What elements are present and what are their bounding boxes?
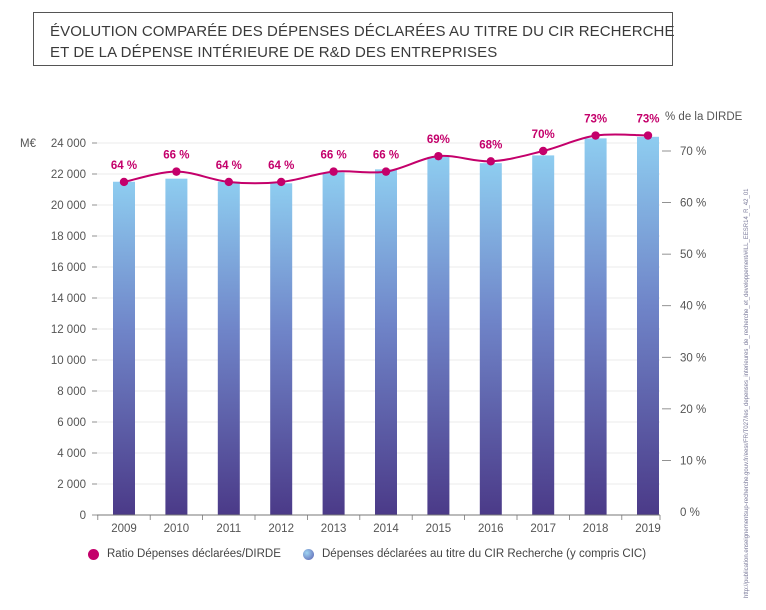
ratio-point-2009 <box>119 177 129 187</box>
chart-title-line-1: ÉVOLUTION COMPARÉE DES DÉPENSES DÉCLARÉE… <box>50 23 675 40</box>
legend-swatch-ratio <box>88 548 99 560</box>
left-axis-unit: M€ <box>20 138 37 150</box>
left-tick-label: 10 000 <box>51 355 86 367</box>
left-tick-label: 14 000 <box>51 293 86 305</box>
x-tick-label-2009: 2009 <box>111 523 137 535</box>
ratio-point-2018 <box>591 131 600 140</box>
bar-2014 <box>375 169 397 515</box>
ratio-point-2010 <box>172 167 181 176</box>
right-tick-label: 40 % <box>680 301 706 313</box>
x-tick-label-2012: 2012 <box>268 523 294 535</box>
bar-series <box>113 136 659 516</box>
bar-2010 <box>165 178 188 515</box>
ratio-line-series: 64 % 66 % 64 % 64 % 66 % 66 % 69% 68% 70% 73% 73% <box>111 114 660 187</box>
ratio-data-label-2014: 66 % <box>373 150 399 162</box>
ratio-data-label-2011: 64 % <box>216 160 242 172</box>
left-tick-label: 20 000 <box>51 200 86 212</box>
x-tick-label-2018: 2018 <box>583 523 609 535</box>
ratio-data-label-2016: 68% <box>479 139 502 151</box>
ratio-data-label-2013: 66 % <box>320 150 346 162</box>
bar-2019 <box>637 136 659 516</box>
x-tick-label-2017: 2017 <box>530 523 556 535</box>
left-tick-label: 18 000 <box>51 231 86 243</box>
legend-item-ratio: Ratio Dépenses déclarées/DIRDE <box>88 548 281 560</box>
left-tick-label: 8 000 <box>57 386 86 398</box>
left-tick-label: 22 000 <box>51 169 86 181</box>
left-tick-label: 16 000 <box>51 262 86 274</box>
x-tick-label-2010: 2010 <box>164 523 190 535</box>
source-url: http://publication.enseignementsup-reche… <box>744 188 750 599</box>
ratio-point-2019 <box>643 131 653 140</box>
ratio-point-2012 <box>277 177 286 187</box>
ratio-data-label-2012: 64 % <box>268 160 294 172</box>
left-tick-label: 12 000 <box>51 324 86 336</box>
bar-2015 <box>427 156 450 515</box>
ratio-data-label-2017: 70% <box>532 129 555 141</box>
ratio-point-2013 <box>329 167 338 176</box>
chart-title-line-2: ET DE LA DÉPENSE INTÉRIEURE DE R&D DES E… <box>50 44 498 61</box>
legend-label-ratio: Ratio Dépenses déclarées/DIRDE <box>107 548 281 560</box>
bar-2009 <box>113 181 135 515</box>
ratio-data-label-2019: 73% <box>636 114 659 126</box>
bar-2012 <box>270 183 293 516</box>
left-tick-label: 6 000 <box>57 417 86 429</box>
x-axis: 2009 2010 2011 2012 2013 2014 2015 2016 2017 2018… <box>97 514 661 535</box>
right-tick-label: 20 % <box>680 404 706 416</box>
left-tick-label: 2 000 <box>57 479 86 491</box>
bar-2016 <box>479 163 502 515</box>
ratio-point-2015 <box>434 151 443 161</box>
ratio-data-label-2009: 64 % <box>111 160 137 172</box>
x-tick-label-2011: 2011 <box>216 523 241 535</box>
x-tick-label-2015: 2015 <box>426 523 452 535</box>
left-tick-label: 4 000 <box>57 448 86 460</box>
left-tick-label: 0 <box>80 510 86 522</box>
chart-title: ÉVOLUTION COMPARÉE DES DÉPENSES DÉCLARÉE… <box>33 12 675 66</box>
ratio-data-label-2010: 66 % <box>163 150 189 162</box>
left-y-axis: 0 2 000 4 000 6 000 8 000 10 000 12 000 14 000 1… <box>20 138 97 522</box>
ratio-data-label-2018: 73% <box>584 114 607 126</box>
right-y-axis: 0 % 10 % 20 % 30 % 40 % 50 % 60 % 70 % % de la D… <box>662 111 743 519</box>
x-tick-label-2019: 2019 <box>635 523 661 535</box>
legend-item-depenses: Dépenses déclarées au titre du CIR Reche… <box>303 548 646 560</box>
x-tick-label-2016: 2016 <box>478 523 504 535</box>
right-axis-label: % de la DIRDE <box>665 111 743 123</box>
x-tick-label-2014: 2014 <box>373 523 399 535</box>
bar-2013 <box>322 172 345 515</box>
legend-label-depenses: Dépenses déclarées au titre du CIR Reche… <box>322 548 647 560</box>
legend-swatch-depenses <box>303 548 314 560</box>
right-tick-label: 30 % <box>680 352 706 364</box>
bar-2011 <box>217 181 240 515</box>
ratio-point-2011 <box>224 177 233 187</box>
right-tick-label: 10 % <box>680 455 706 467</box>
right-tick-label: 60 % <box>680 198 706 210</box>
ratio-data-label-2015: 69% <box>427 134 450 146</box>
ratio-point-2016 <box>486 157 495 166</box>
ratio-point-2017 <box>539 146 548 156</box>
left-tick-label: 24 000 <box>51 138 86 150</box>
right-tick-label: 50 % <box>680 249 706 261</box>
ratio-point-2014 <box>381 167 391 176</box>
bar-2018 <box>584 138 607 515</box>
right-tick-label: 70 % <box>680 146 706 158</box>
right-tick-label: 0 % <box>680 507 700 519</box>
bar-2017 <box>532 155 555 515</box>
x-tick-label-2013: 2013 <box>321 523 347 535</box>
